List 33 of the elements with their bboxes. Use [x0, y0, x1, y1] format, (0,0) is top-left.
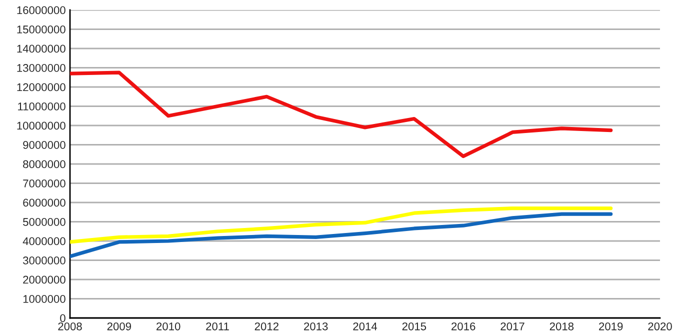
x-tick-label: 2015	[402, 322, 426, 330]
x-tick-label: 2014	[353, 322, 378, 330]
y-tick-label: 15000000	[17, 26, 66, 34]
y-tick-label: 1000000	[23, 295, 66, 303]
x-tick-label: 2018	[550, 322, 574, 330]
x-tick-label: 2010	[156, 322, 180, 330]
y-tick-label: 10000000	[17, 122, 66, 130]
line-series	[70, 206, 613, 244]
y-tick-label: 11000000	[18, 102, 66, 110]
x-tick-label: 2019	[599, 322, 623, 330]
x-tick-label: 2009	[107, 322, 131, 330]
y-tick-label: 6000000	[23, 198, 66, 207]
x-tick-label: 2017	[500, 322, 524, 330]
x-tick-label: 2020	[648, 322, 672, 330]
x-tick-label: 2016	[452, 322, 476, 330]
y-tick-label: 5000000	[23, 218, 66, 226]
x-tick-label: 2008	[58, 322, 82, 330]
y-tick-label: 0	[60, 314, 66, 322]
line-series	[70, 70, 613, 158]
y-tick-label: 8000000	[23, 160, 66, 168]
y-tick-label: 9000000	[23, 141, 66, 149]
line-series	[70, 212, 613, 258]
y-tick-label: 4000000	[22, 237, 66, 246]
y-tick-label: 2000000	[23, 276, 66, 284]
y-tick-label: 7000000	[23, 180, 66, 188]
x-tick-label: 2013	[304, 322, 328, 330]
y-tick-label: 13000000	[17, 64, 66, 72]
x-tick-label: 2011	[206, 322, 229, 330]
y-tick-label: 16000000	[17, 6, 66, 14]
y-tick-label: 12000000	[17, 83, 66, 92]
x-tick-label: 2012	[254, 322, 278, 330]
y-tick-label: 3000000	[23, 256, 66, 264]
y-tick-label: 14000000	[17, 44, 66, 53]
